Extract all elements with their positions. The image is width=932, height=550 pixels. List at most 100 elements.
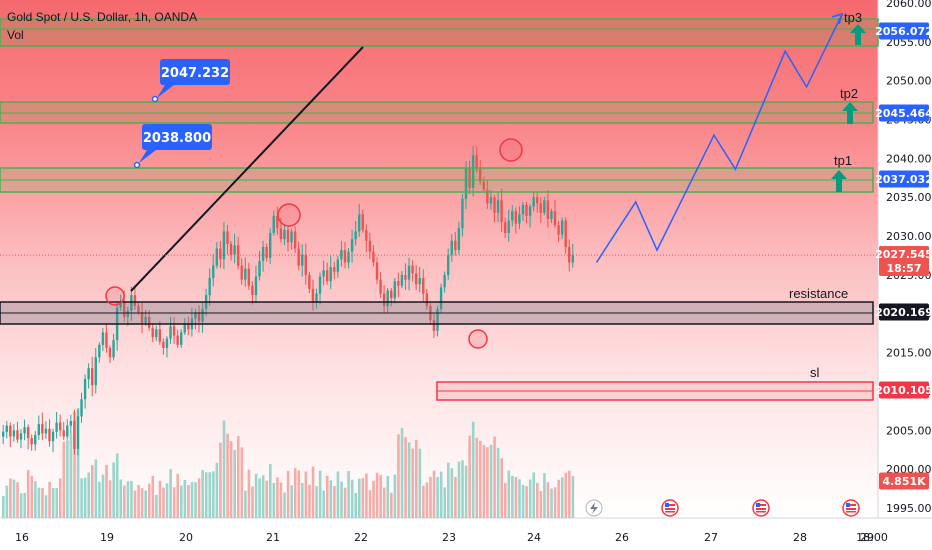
volume-bar <box>119 479 123 518</box>
volume-bar <box>340 481 343 518</box>
volume-bar <box>172 487 176 518</box>
candle-body <box>336 259 340 272</box>
volume-bar <box>329 480 333 518</box>
candle-body <box>23 427 26 434</box>
tp3-price-label: 2056.072 <box>875 25 932 38</box>
volume-bar <box>34 481 37 518</box>
candle-body <box>343 250 347 263</box>
candle-body <box>404 274 407 280</box>
us-flag-event-icon[interactable] <box>752 499 770 517</box>
tp3-price-label-bg <box>879 22 929 40</box>
candle-body <box>172 326 176 336</box>
volume-bar <box>486 447 489 518</box>
volume-bar <box>30 475 34 518</box>
current-price-bg <box>879 246 929 276</box>
candle-body <box>546 200 550 219</box>
volume-bar <box>247 469 251 518</box>
volume-bar <box>507 470 511 518</box>
volume-indicator-label: Vol <box>7 28 24 42</box>
volume-bar <box>55 488 58 518</box>
volume-bar <box>350 479 354 518</box>
candle-body <box>155 329 158 338</box>
volume-bar <box>165 483 169 518</box>
candle-body <box>322 270 325 277</box>
callout-2038[interactable]: 2038.800 <box>133 124 213 169</box>
volume-bar <box>276 477 279 518</box>
candle-body <box>126 310 129 317</box>
volume-bar <box>436 477 439 518</box>
us-flag-event-icon[interactable] <box>842 499 860 517</box>
candle-body <box>325 270 329 282</box>
volume-bar <box>194 482 197 518</box>
candle-body <box>233 245 236 255</box>
volume-bar <box>543 473 546 518</box>
resistance-price-label: 2020.169 <box>875 306 932 319</box>
volume-bar <box>546 482 550 518</box>
candle-body <box>69 420 73 426</box>
highlight-circle <box>105 286 125 306</box>
candle-body <box>543 200 546 213</box>
candle-body <box>269 232 272 258</box>
candle-body <box>390 290 393 299</box>
volume-bar <box>130 480 133 518</box>
candle-body <box>247 268 251 286</box>
us-flag-event-icon[interactable] <box>661 499 679 517</box>
candle-body <box>261 246 265 261</box>
candle-body <box>375 262 379 280</box>
candle-body <box>158 329 162 342</box>
candle-body <box>361 214 364 230</box>
time-tick-label: 19 <box>100 531 114 544</box>
candle-body <box>454 240 457 251</box>
volume-bar <box>19 493 23 518</box>
tp1-price-label: 2037.032 <box>875 173 932 186</box>
volume-bar <box>500 458 503 518</box>
volume-bar <box>333 486 336 518</box>
volume-bar <box>269 463 272 518</box>
highlight-circle <box>468 329 488 349</box>
volume-bar <box>568 470 571 518</box>
candle-body <box>432 319 436 331</box>
time-scale-background <box>0 518 932 550</box>
candle-body <box>169 326 172 339</box>
level-zones <box>0 18 879 401</box>
volume-bar <box>115 453 119 518</box>
candle-body <box>151 327 154 338</box>
candle-body <box>411 265 414 274</box>
volume-bar <box>261 475 265 518</box>
volume-bar <box>233 449 236 518</box>
candle-body <box>187 323 190 330</box>
volume-bar <box>315 486 318 518</box>
lightning-event-icon[interactable] <box>585 499 603 517</box>
candle-body <box>19 433 23 440</box>
volume-bar <box>361 478 365 518</box>
price-tick-label: 2005.000 <box>886 424 932 437</box>
volume-bar <box>297 470 301 518</box>
sl-price-label: 2010.105 <box>875 384 932 397</box>
volume-bar <box>393 474 397 518</box>
candle-body <box>514 211 518 224</box>
callout-2047[interactable]: 2047.232 <box>151 59 231 103</box>
candle-body <box>293 231 297 249</box>
volume-bar <box>58 478 62 518</box>
volume-bar <box>9 478 12 518</box>
volume-bar <box>105 464 108 518</box>
candle-body <box>471 155 475 188</box>
candles <box>2 145 574 456</box>
candle-body <box>528 206 532 216</box>
candle-body <box>258 260 261 277</box>
candle-body <box>194 312 197 319</box>
candle-body <box>58 422 62 431</box>
volume-bar <box>290 485 293 518</box>
candle-body <box>532 197 535 207</box>
candle-body <box>101 332 105 345</box>
candle-body <box>62 430 65 437</box>
volume-value-label-bg <box>879 472 929 490</box>
volume-bar <box>176 473 180 518</box>
candle-body <box>55 422 58 432</box>
volume-bar <box>258 478 261 518</box>
candle-body <box>283 229 286 240</box>
volume-bar <box>311 466 315 518</box>
volume-bar <box>528 479 532 518</box>
volume-bar <box>354 493 358 518</box>
